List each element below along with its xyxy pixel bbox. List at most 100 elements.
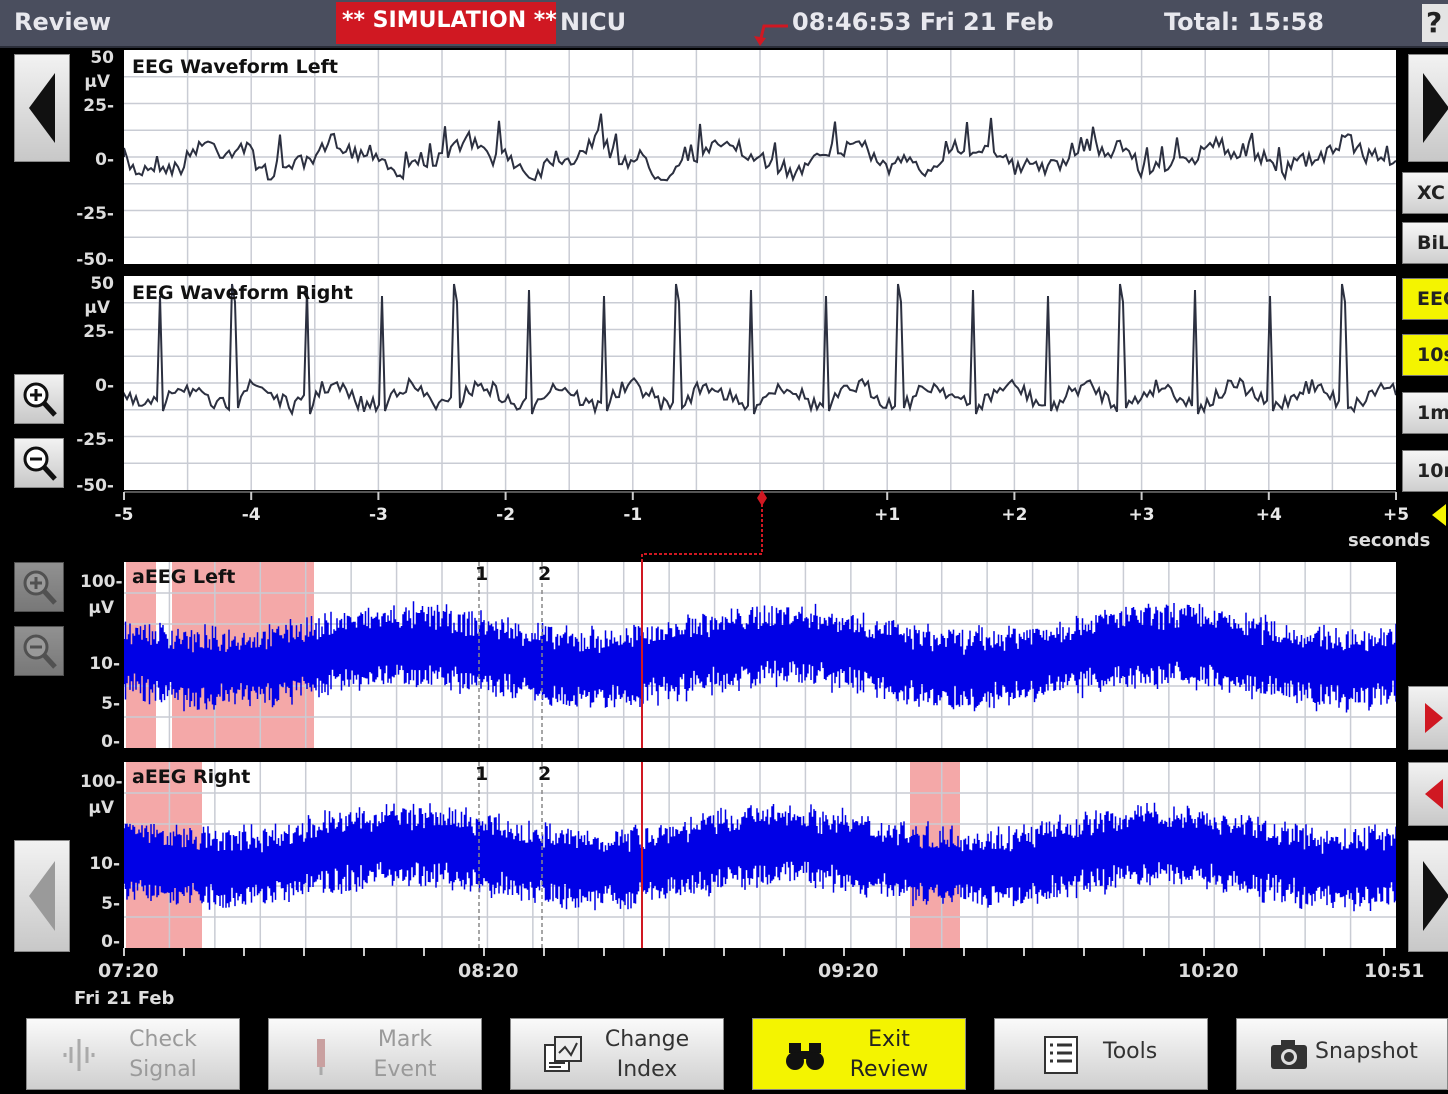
eeg-zoom-out-button[interactable] — [14, 438, 64, 488]
zoom-out-icon — [23, 634, 57, 669]
eeg-left-unit: µV — [84, 72, 110, 92]
eeg-right-panel: EEG Waveform Right — [124, 276, 1396, 490]
eeg-right-trace — [124, 276, 1396, 490]
snapshot-label: Snapshot — [1315, 1039, 1418, 1064]
seconds-axis-label: seconds — [1348, 530, 1431, 551]
trend-scroll-left-button[interactable] — [14, 840, 70, 952]
eeg-right-y-tick: -50- — [76, 476, 114, 496]
total-time: Total: 15:58 — [1164, 8, 1324, 36]
simulation-label: ** SIMULATION ** — [342, 8, 557, 33]
seconds-tick: +2 — [1001, 505, 1027, 525]
event-marker: 1 — [475, 763, 488, 785]
simulation-banner — [336, 2, 556, 44]
montage-xc-button[interactable]: XC — [1402, 172, 1448, 214]
unit-label: NICU — [560, 8, 627, 36]
exit-review-button[interactable]: Exit Review — [752, 1018, 966, 1090]
binoculars-icon — [786, 1043, 824, 1070]
seconds-tick: -3 — [369, 505, 388, 525]
eeg-zoom-in-button[interactable] — [14, 374, 64, 424]
check-signal-line1: Check — [129, 1027, 197, 1052]
tools-button[interactable]: Tools — [994, 1018, 1208, 1090]
arrow-left-icon — [29, 73, 55, 143]
aeeg-right-y-tick: 0- — [101, 932, 120, 952]
help-button[interactable]: ? — [1422, 4, 1448, 42]
eeg-right-y-tick: 50 — [90, 274, 114, 294]
aeeg-zoom-out-button[interactable] — [14, 626, 64, 676]
aeeg-right-label: aEEG Right — [132, 766, 251, 788]
seconds-tick: +3 — [1129, 505, 1155, 525]
check-signal-button[interactable]: Check Signal — [26, 1018, 240, 1090]
seconds-axis: -5 -4 -3 -2 -1 +1 +2 +3 +4 +5 — [115, 491, 1409, 525]
seconds-tick: +1 — [874, 505, 900, 525]
eeg-right-y-tick: 0- — [95, 376, 114, 396]
scroll-left-button[interactable] — [14, 54, 70, 162]
change-index-line2: Index — [616, 1057, 678, 1082]
time-tick-1020: 10:20 — [1178, 960, 1239, 982]
aeeg-left-y-tick: 5- — [101, 694, 120, 714]
aeeg-left-y-tick: 10- — [89, 654, 120, 674]
timebase-10m-button[interactable]: 10m — [1402, 450, 1448, 492]
montage-bil-button[interactable]: BiL — [1402, 222, 1448, 264]
aeeg-right-unit: µV — [88, 798, 114, 818]
snapshot-button[interactable]: Snapshot — [1236, 1018, 1448, 1090]
eeg-right-y-tick: -25- — [76, 430, 114, 450]
index-icon — [544, 1036, 582, 1072]
zoom-out-icon — [23, 446, 57, 481]
aeeg-left-unit: µV — [88, 598, 114, 618]
mark-event-button[interactable]: Mark Event — [268, 1018, 482, 1090]
change-index-line1: Change — [604, 1027, 690, 1052]
time-axis-ticks — [123, 948, 1385, 956]
scroll-right-button[interactable] — [1408, 54, 1448, 162]
time-tick-0720: 07:20 — [98, 960, 159, 982]
eeg-left-y-tick: -25- — [76, 204, 114, 224]
seconds-tick: +5 — [1383, 505, 1409, 525]
mark-event-line2: Event — [373, 1057, 437, 1082]
aeeg-right-y-tick: 10- — [89, 854, 120, 874]
arrow-left-icon — [29, 861, 55, 931]
seconds-tick: -1 — [623, 505, 642, 525]
eeg-left-label: EEG Waveform Left — [132, 56, 338, 78]
signal-icon — [63, 1039, 95, 1071]
seconds-tick: -5 — [115, 505, 134, 525]
trend-scroll-right-button[interactable] — [1408, 840, 1448, 952]
seconds-tick: +4 — [1256, 505, 1282, 525]
aeeg-right-y-tick: 100- — [80, 772, 123, 792]
review-cursor-connector — [641, 490, 767, 568]
header-bar: Review ** SIMULATION ** NICU 08:46:53 Fr… — [0, 0, 1448, 48]
timebase-1m-button[interactable]: 1m — [1402, 392, 1448, 434]
next-event-button[interactable] — [1408, 686, 1448, 750]
cursor-time-icon — [754, 24, 788, 46]
aeeg-right-y-tick: 5- — [101, 894, 120, 914]
eeg-left-trace — [124, 50, 1396, 264]
exit-review-line2: Review — [849, 1057, 929, 1082]
eeg-right-label: EEG Waveform Right — [132, 282, 353, 304]
arrow-left-icon — [1432, 504, 1446, 526]
view-eeg-button[interactable]: EEG — [1402, 278, 1448, 320]
event-marker: 2 — [538, 763, 551, 785]
change-index-button[interactable]: Change Index — [510, 1018, 724, 1090]
previous-event-button[interactable] — [1408, 762, 1448, 826]
time-tick-0820: 08:20 — [458, 960, 519, 982]
eeg-left-y-tick: -50- — [76, 250, 114, 270]
eeg-left-y-tick: 50 — [90, 48, 114, 68]
eeg-left-y-tick: 0- — [95, 150, 114, 170]
arrow-right-icon — [1425, 703, 1443, 733]
time-tick-1051: 10:51 — [1364, 960, 1425, 982]
timebase-10s-button[interactable]: 10s — [1402, 334, 1448, 376]
event-marker: 2 — [538, 563, 551, 585]
eeg-right-y-tick: 25- — [83, 322, 114, 342]
zoom-in-icon — [23, 570, 57, 605]
zoom-in-icon — [23, 382, 57, 417]
seconds-tick: -4 — [242, 505, 261, 525]
eeg-left-panel: EEG Waveform Left — [124, 50, 1396, 264]
aeeg-zoom-in-button[interactable] — [14, 562, 64, 612]
arrow-left-icon — [1425, 779, 1443, 809]
exit-review-line1: Exit — [868, 1027, 910, 1052]
event-marker: 1 — [475, 563, 488, 585]
list-icon — [1044, 1036, 1078, 1074]
timestamp: 08:46:53 Fri 21 Feb — [792, 8, 1054, 36]
